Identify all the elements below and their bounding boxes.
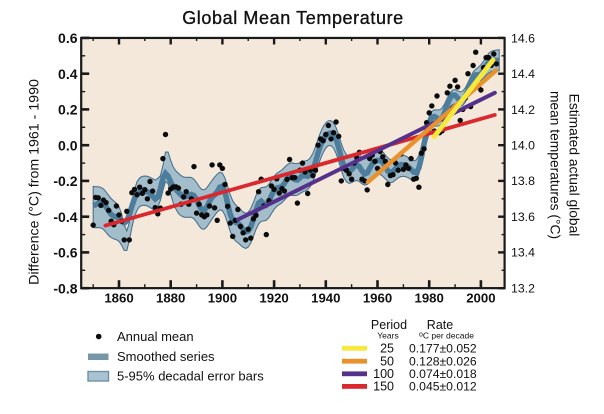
svg-text:0.0: 0.0 bbox=[58, 137, 78, 153]
svg-text:Estimated actual global: Estimated actual global bbox=[567, 94, 582, 237]
svg-text:100: 100 bbox=[373, 367, 394, 381]
svg-text:-0.6: -0.6 bbox=[53, 245, 77, 261]
svg-text:14.4: 14.4 bbox=[511, 67, 535, 81]
svg-text:14.2: 14.2 bbox=[511, 103, 535, 117]
svg-text:2000: 2000 bbox=[466, 291, 495, 306]
svg-text:0.045±0.012: 0.045±0.012 bbox=[409, 380, 477, 394]
svg-text:1860: 1860 bbox=[104, 291, 133, 306]
svg-text:Annual mean: Annual mean bbox=[117, 329, 194, 344]
svg-text:14.0: 14.0 bbox=[511, 139, 535, 153]
svg-text:-0.4: -0.4 bbox=[53, 209, 77, 225]
svg-text:Difference (°C) from 1961 - 19: Difference (°C) from 1961 - 1990 bbox=[27, 79, 43, 285]
svg-text:1880: 1880 bbox=[156, 291, 185, 306]
svg-text:25: 25 bbox=[380, 342, 394, 356]
svg-text:5-95% decadal error bars: 5-95% decadal error bars bbox=[117, 369, 264, 384]
svg-text:Period: Period bbox=[371, 318, 407, 332]
svg-text:14.6: 14.6 bbox=[511, 31, 535, 45]
svg-text:Global Mean Temperature: Global Mean Temperature bbox=[182, 8, 404, 28]
svg-text:Years: Years bbox=[377, 331, 398, 341]
svg-text:50: 50 bbox=[380, 354, 394, 368]
svg-text:1940: 1940 bbox=[311, 291, 340, 306]
svg-text:13.6: 13.6 bbox=[511, 210, 535, 224]
svg-text:1980: 1980 bbox=[415, 291, 444, 306]
svg-text:13.2: 13.2 bbox=[511, 282, 535, 296]
svg-text:oC per decade: oC per decade bbox=[419, 331, 474, 341]
svg-text:mean temperatures (°C): mean temperatures (°C) bbox=[548, 91, 563, 239]
svg-text:Smoothed series: Smoothed series bbox=[117, 349, 215, 364]
svg-text:1920: 1920 bbox=[259, 291, 288, 306]
svg-text:0.074±0.018: 0.074±0.018 bbox=[409, 367, 477, 381]
svg-text:150: 150 bbox=[373, 380, 394, 394]
svg-text:0.4: 0.4 bbox=[58, 66, 78, 82]
svg-text:13.4: 13.4 bbox=[511, 246, 535, 260]
svg-text:-0.2: -0.2 bbox=[53, 173, 77, 189]
svg-text:0.177±0.052: 0.177±0.052 bbox=[409, 342, 477, 356]
svg-text:0.6: 0.6 bbox=[58, 30, 78, 46]
svg-text:0.2: 0.2 bbox=[58, 102, 78, 118]
svg-text:-0.8: -0.8 bbox=[53, 280, 77, 296]
svg-text:0.128±0.026: 0.128±0.026 bbox=[409, 354, 477, 368]
svg-text:1960: 1960 bbox=[363, 291, 392, 306]
svg-text:1900: 1900 bbox=[208, 291, 237, 306]
svg-text:13.8: 13.8 bbox=[511, 174, 535, 188]
svg-text:Rate: Rate bbox=[427, 318, 453, 332]
